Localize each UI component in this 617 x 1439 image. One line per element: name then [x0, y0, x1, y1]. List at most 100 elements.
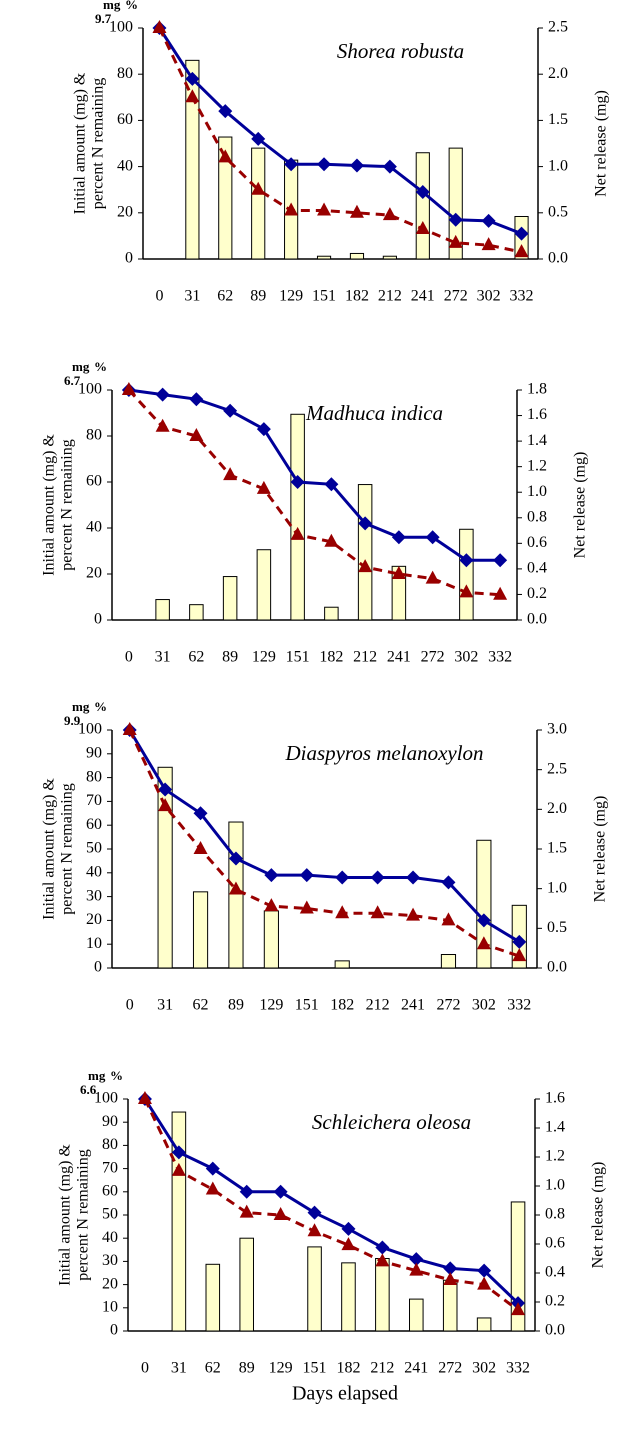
line [128, 729, 520, 958]
y2-tick-label: 1.2 [527, 457, 547, 474]
marker [317, 202, 332, 216]
annotation: 9.9 [64, 713, 81, 728]
marker [239, 1184, 254, 1199]
annotation: mg [88, 1068, 106, 1083]
y2-tick-label: 1.2 [545, 1148, 565, 1165]
bar [218, 136, 233, 260]
marker [218, 149, 233, 163]
marker [251, 181, 266, 195]
panel: 0 10 20 30 40 50 60 70 80 90 100 0.0 0.2 0.4 0.6 0.8 1.0… [57, 1068, 607, 1377]
bar [382, 255, 397, 260]
marker [459, 584, 474, 598]
y2-tick-label: 1.6 [545, 1090, 565, 1107]
bar [341, 1262, 356, 1332]
y2-tick-label: 1.4 [545, 1119, 565, 1136]
y2-tick-label: 0.4 [527, 560, 547, 577]
x-tick-label: 31 [171, 1360, 187, 1377]
x-tick-label: 302 [472, 997, 496, 1014]
y2-axis-label: Net release (mg) [593, 90, 610, 197]
bar [324, 606, 339, 621]
bar [263, 910, 279, 969]
y-tick-label: 20 [102, 1275, 118, 1292]
y-axis-label: Initial amount (mg) & [41, 434, 58, 576]
marker [290, 526, 305, 540]
marker [370, 870, 385, 885]
chart-title: Diaspyros melanoxylon [284, 741, 483, 765]
marker [290, 475, 305, 489]
marker [481, 213, 496, 228]
marker [425, 530, 440, 545]
marker [512, 948, 527, 962]
x-tick-label: 31 [155, 649, 171, 666]
marker [317, 157, 332, 172]
panel: 0 20 40 60 80 100 0.0 0.2 0.4 0.6 0.8 1.0 1.2 1.4 1.6 1… [41, 359, 589, 666]
y2-tick-label: 0.0 [547, 959, 567, 976]
y-axis-label: percent N remaining [59, 783, 76, 915]
x-tick-label: 241 [411, 288, 435, 305]
marker [493, 553, 508, 568]
marker [171, 1162, 186, 1176]
marker [122, 722, 137, 735]
marker [493, 586, 508, 600]
x-tick-label: 31 [157, 997, 173, 1014]
x-tick-label: 272 [436, 997, 460, 1014]
marker [406, 870, 421, 885]
marker [406, 907, 421, 921]
marker [375, 1253, 390, 1267]
bar [251, 147, 266, 260]
marker [239, 1204, 254, 1218]
y-tick-label: 20 [117, 203, 133, 220]
x-tick-label: 89 [228, 997, 244, 1014]
marker [382, 159, 397, 174]
y-tick-label: 80 [102, 1136, 118, 1153]
x-tick-label: 182 [345, 288, 369, 305]
bar [375, 1258, 390, 1332]
annotation: % [110, 1068, 123, 1083]
x-tick-label: 302 [454, 649, 478, 666]
marker [185, 71, 200, 86]
marker [307, 1205, 322, 1220]
bar [459, 528, 474, 621]
y2-tick-label: 1.8 [527, 381, 547, 398]
marker [324, 477, 339, 492]
x-tick-label: 302 [477, 288, 501, 305]
y-tick-label: 80 [86, 768, 102, 785]
y2-tick-label: 0.5 [547, 919, 567, 936]
bar [185, 59, 200, 260]
y-tick-label: 90 [102, 1113, 118, 1130]
y-tick-label: 0 [94, 959, 102, 976]
marker [228, 881, 243, 895]
y-tick-label: 40 [86, 519, 102, 536]
marker [341, 1237, 356, 1251]
y2-tick-label: 1.4 [527, 432, 547, 449]
y-axis-label: percent N remaining [59, 439, 76, 571]
marker [273, 1207, 288, 1220]
y-tick-label: 0 [110, 1322, 118, 1339]
bar [349, 252, 365, 260]
line [128, 729, 521, 944]
marker [477, 1276, 492, 1290]
x-tick-label: 332 [510, 288, 534, 305]
marker [218, 104, 233, 119]
chart-title: Schleichera oleosa [312, 1110, 471, 1134]
bar [476, 839, 492, 969]
marker [443, 1261, 458, 1276]
bar [157, 766, 173, 969]
x-tick-label: 0 [155, 288, 163, 305]
y-tick-label: 70 [102, 1159, 118, 1176]
marker [358, 559, 373, 573]
x-tick-label: 302 [472, 1360, 496, 1377]
marker [459, 553, 474, 568]
x-tick-label: 332 [507, 997, 531, 1014]
marker [448, 212, 463, 227]
marker [441, 912, 456, 926]
y-tick-label: 100 [78, 721, 102, 738]
bar [448, 147, 463, 260]
marker [324, 533, 339, 547]
line [158, 27, 522, 254]
x-tick-label: 272 [421, 649, 445, 666]
y2-tick-label: 0.0 [527, 611, 547, 628]
x-tick-label: 129 [259, 997, 283, 1014]
marker [284, 157, 299, 172]
y-tick-label: 0 [94, 611, 102, 628]
